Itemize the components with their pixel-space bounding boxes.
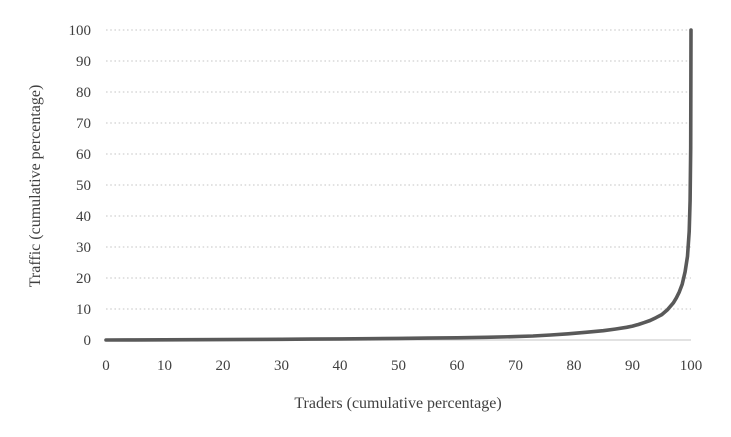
x-tick-label-0: 0 <box>102 358 110 374</box>
x-tick-label-70: 70 <box>508 358 523 374</box>
x-tick-label-20: 20 <box>216 358 231 374</box>
series-line <box>104 28 693 342</box>
y-tick-label-100: 100 <box>69 23 92 39</box>
y-tick-label-30: 30 <box>76 240 91 256</box>
x-tick-label-60: 60 <box>450 358 465 374</box>
y-tick-label-50: 50 <box>76 178 91 194</box>
x-tick-label-50: 50 <box>391 358 406 374</box>
x-tick-label-90: 90 <box>625 358 640 374</box>
x-tick-label-100: 100 <box>680 358 703 374</box>
y-tick-label-60: 60 <box>76 147 91 163</box>
y-tick-label-10: 10 <box>76 302 91 318</box>
x-tick-label-40: 40 <box>333 358 348 374</box>
x-tick-label-80: 80 <box>567 358 582 374</box>
y-axis-title: Traffic (cumulative percentage) <box>27 85 44 288</box>
y-tick-label-20: 20 <box>76 271 91 287</box>
y-tick-label-0: 0 <box>84 333 92 349</box>
x-axis-tick-labels: 0 10 20 30 40 50 60 70 80 90 100 <box>102 358 702 374</box>
y-tick-label-90: 90 <box>76 54 91 70</box>
horizontal-gridlines <box>106 29 691 310</box>
x-axis-title: Traders (cumulative percentage) <box>294 395 501 412</box>
y-tick-label-70: 70 <box>76 116 91 132</box>
x-tick-label-30: 30 <box>274 358 289 374</box>
x-tick-label-10: 10 <box>157 358 172 374</box>
y-axis-tick-labels: 0 10 20 30 40 50 60 70 80 90 100 <box>69 23 92 349</box>
y-tick-label-80: 80 <box>76 85 91 101</box>
y-tick-label-40: 40 <box>76 209 91 225</box>
